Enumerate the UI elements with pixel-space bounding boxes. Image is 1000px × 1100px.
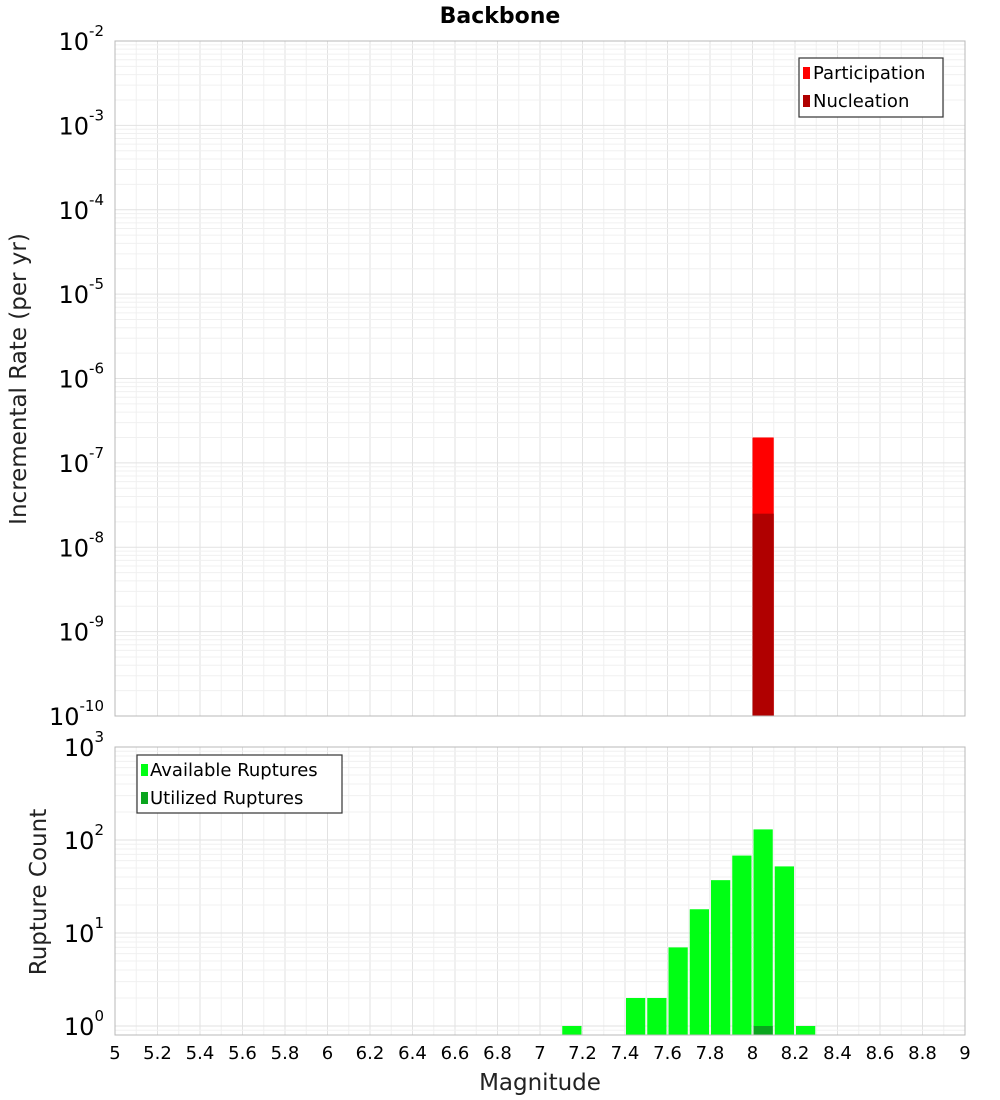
top-y-tick-label: 10-10 — [49, 697, 104, 731]
x-tick-label: 7 — [534, 1043, 545, 1064]
top-y-tick-label: 10-9 — [58, 613, 104, 647]
top-y-tick-label: 10-5 — [58, 275, 104, 309]
top-y-ticks: 10-2 10-3 10-4 10-5 10-6 10-7 10-8 10-9 10-10 — [49, 22, 104, 731]
available-ruptures-bar — [689, 909, 709, 1035]
x-tick-label: 6.8 — [483, 1043, 512, 1064]
legend-participation-swatch — [803, 67, 810, 79]
available-ruptures-bar — [774, 866, 794, 1035]
x-tick-label: 5 — [109, 1043, 120, 1064]
utilized-ruptures-bar — [753, 1025, 773, 1035]
available-ruptures-bar — [753, 829, 773, 1035]
x-tick-label: 8.4 — [823, 1043, 852, 1064]
x-tick-label: 6.4 — [398, 1043, 427, 1064]
top-y-tick-label: 10-4 — [58, 191, 104, 225]
x-tick-label: 5.2 — [143, 1043, 172, 1064]
x-tick-label: 7.4 — [611, 1043, 640, 1064]
bottom-plot-border — [114, 746, 966, 1036]
x-tick-label: 9 — [959, 1043, 970, 1064]
bottom-legend: Available Ruptures Utilized Ruptures — [136, 754, 343, 814]
available-ruptures-bar — [668, 947, 688, 1035]
bottom-y-tick-label: 103 — [64, 728, 104, 762]
available-ruptures-bar — [626, 997, 646, 1035]
x-tick-label: 8.8 — [908, 1043, 937, 1064]
top-legend: Participation Nucleation — [798, 57, 944, 118]
x-tick-label: 5.8 — [271, 1043, 300, 1064]
x-tick-label: 7.8 — [696, 1043, 725, 1064]
top-y-tick-label: 10-8 — [58, 528, 104, 562]
x-tick-label: 6.6 — [441, 1043, 470, 1064]
top-y-tick-label: 10-2 — [58, 22, 104, 56]
bottom-panel: 103 102 101 100 5 5.2 5.4 5.6 5.8 6 6.2 6.4 6.6 6.8 7… — [26, 728, 971, 1096]
top-y-axis-label: Incremental Rate (per yr) — [6, 233, 32, 525]
top-y-tick-label: 10-3 — [58, 106, 104, 140]
x-tick-label: 8 — [747, 1043, 758, 1064]
top-y-tick-label: 10-7 — [58, 444, 104, 478]
available-ruptures-bar — [562, 1025, 582, 1035]
x-axis-label: Magnitude — [479, 1070, 601, 1096]
x-tick-label: 7.2 — [568, 1043, 597, 1064]
top-legend-box — [798, 57, 944, 118]
bottom-y-tick-label: 101 — [64, 914, 104, 948]
bottom-y-tick-label: 100 — [64, 1007, 104, 1041]
legend-nucleation-swatch — [803, 95, 810, 107]
x-tick-label: 8.2 — [781, 1043, 810, 1064]
legend-available-swatch — [141, 764, 148, 776]
bottom-x-ticks: 5 5.2 5.4 5.6 5.8 6 6.2 6.4 6.6 6.8 7 7.2 7.4 7.6 7.8 8… — [109, 1043, 970, 1064]
bottom-y-tick-label: 102 — [64, 821, 104, 855]
bottom-y-axis-label: Rupture Count — [26, 809, 52, 975]
top-y-tick-label: 10-6 — [58, 360, 104, 394]
legend-utilized-swatch — [141, 792, 148, 804]
available-ruptures-bar — [711, 880, 731, 1035]
legend-utilized-label: Utilized Ruptures — [150, 788, 303, 809]
bottom-bars — [562, 829, 816, 1035]
bottom-legend-box — [136, 754, 343, 814]
top-bars — [752, 437, 774, 716]
legend-participation-label: Participation — [813, 63, 925, 84]
top-plot-border — [114, 40, 966, 717]
top-panel: 10-2 10-3 10-4 10-5 10-6 10-7 10-8 10-9 10-10 In… — [6, 22, 966, 731]
legend-available-label: Available Ruptures — [150, 760, 318, 781]
x-tick-label: 7.6 — [653, 1043, 682, 1064]
x-tick-label: 5.6 — [228, 1043, 257, 1064]
bottom-y-ticks: 103 102 101 100 — [64, 728, 104, 1041]
x-tick-label: 6 — [322, 1043, 333, 1064]
x-tick-label: 5.4 — [186, 1043, 215, 1064]
x-tick-label: 6.2 — [356, 1043, 385, 1064]
available-ruptures-bar — [732, 855, 752, 1035]
available-ruptures-bar — [796, 1025, 816, 1035]
top-grid — [114, 41, 966, 717]
legend-nucleation-label: Nucleation — [813, 91, 909, 112]
available-ruptures-bar — [647, 997, 667, 1035]
nucleation-bar — [752, 513, 774, 716]
x-tick-label: 8.6 — [866, 1043, 895, 1064]
chart-title: Backbone — [440, 4, 561, 29]
